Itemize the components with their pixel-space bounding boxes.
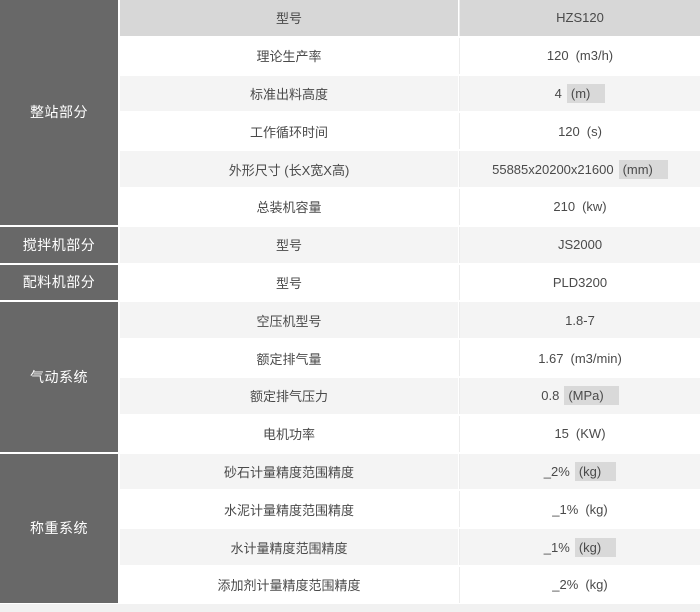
value-unit: (kg) <box>585 577 608 593</box>
category-sidebar: 整站部分 搅拌机部分 配料机部分 气动系统 称重系统 <box>0 0 118 603</box>
table-row: 型号 PLD3200 <box>120 264 700 301</box>
param-value: 0.8 (MPa) <box>459 377 700 414</box>
table-row: 标准出料高度 4 (m) <box>120 75 700 112</box>
value-number: JS2000 <box>557 237 603 253</box>
sidebar-section-label: 配料机部分 <box>22 274 96 291</box>
value-number: _2% <box>543 463 570 479</box>
value-unit: (kg) <box>574 537 617 557</box>
value-number: _1% <box>552 501 579 517</box>
table-row: 砂石计量精度范围精度 _2% (kg) <box>120 453 700 490</box>
value-number: 4 <box>554 85 562 101</box>
value-number: 55885x20200x21600 <box>492 161 614 177</box>
value-number: 1.67 <box>538 350 564 366</box>
value-number: 1.8-7 <box>565 312 595 328</box>
table-row: 工作循环时间 120 (s) <box>120 113 700 150</box>
sidebar-section-label: 气动系统 <box>30 368 88 385</box>
param-label: 空压机型号 <box>120 302 459 339</box>
table-row: 水泥计量精度范围精度 _1% (kg) <box>120 491 700 528</box>
table-row: 水计量精度范围精度 _1% (kg) <box>120 529 700 565</box>
value-unit: (m) <box>566 83 606 103</box>
param-value: 4 (m) <box>459 75 700 112</box>
param-label: 砂石计量精度范围精度 <box>120 453 459 490</box>
param-value: PLD3200 <box>459 264 700 301</box>
sidebar-section-4: 气动系统 <box>0 302 118 452</box>
table-row: 额定排气压力 0.8 (MPa) <box>120 377 700 414</box>
table-row: 添加剂计量精度范围精度 _2% (kg) <box>120 566 700 603</box>
param-label: 额定排气量 <box>120 340 459 376</box>
param-label: 型号 <box>120 264 459 301</box>
sidebar-section-label: 整站部分 <box>30 104 88 121</box>
param-label: 添加剂计量精度范围精度 <box>120 566 459 603</box>
param-value: 55885x20200x21600 (mm) <box>459 151 700 187</box>
param-value: HZS120 <box>459 0 700 36</box>
value-unit: (kw) <box>582 199 607 215</box>
table-row: 外形尺寸 (长X宽X高) 55885x20200x21600 (mm) <box>120 151 700 187</box>
param-value: 15 (KW) <box>459 415 700 452</box>
param-label: 水泥计量精度范围精度 <box>120 491 459 528</box>
param-label: 型号 <box>120 0 459 36</box>
param-label: 总装机容量 <box>120 188 459 225</box>
value-unit: (KW) <box>575 426 606 442</box>
param-value: JS2000 <box>459 226 700 263</box>
value-number: 15 <box>554 426 569 442</box>
value-number: HZS120 <box>556 10 604 26</box>
param-label: 理论生产率 <box>120 37 459 74</box>
value-unit: (kg) <box>574 461 617 481</box>
value-unit: (MPa) <box>564 386 619 406</box>
value-number: 0.8 <box>541 388 560 404</box>
value-unit: (s) <box>586 123 602 139</box>
sidebar-section-2: 搅拌机部分 <box>0 226 118 263</box>
param-value: _2% (kg) <box>459 566 700 603</box>
param-value: _1% (kg) <box>459 491 700 528</box>
param-value: 120 (s) <box>459 113 700 150</box>
table-row: 型号 HZS120 <box>120 0 700 36</box>
param-label: 外形尺寸 (长X宽X高) <box>120 151 459 187</box>
value-number: PLD3200 <box>552 274 608 290</box>
param-label: 标准出料高度 <box>120 75 459 112</box>
param-label: 水计量精度范围精度 <box>120 529 459 565</box>
table-row: 电机功率 15 (KW) <box>120 415 700 452</box>
value-unit: (kg) <box>585 501 608 517</box>
param-value: _2% (kg) <box>459 453 700 490</box>
table-row: 额定排气量 1.67 (m3/min) <box>120 340 700 376</box>
param-label: 额定排气压力 <box>120 377 459 414</box>
table-row: 空压机型号 1.8-7 <box>120 302 700 339</box>
value-number: _2% <box>552 577 579 593</box>
table-row: 型号 JS2000 <box>120 226 700 263</box>
param-label: 电机功率 <box>120 415 459 452</box>
sidebar-section-1: 整站部分 <box>0 0 118 225</box>
partial-next-row <box>0 604 700 612</box>
value-number: 120 <box>546 48 569 64</box>
sidebar-section-5: 称重系统 <box>0 453 118 603</box>
table-row: 理论生产率 120 (m3/h) <box>120 37 700 74</box>
table-row: 总装机容量 210 (kw) <box>120 188 700 225</box>
param-value: 1.67 (m3/min) <box>459 340 700 376</box>
param-label: 工作循环时间 <box>120 113 459 150</box>
param-value: 210 (kw) <box>459 188 700 225</box>
param-label: 型号 <box>120 226 459 263</box>
param-value: 1.8-7 <box>459 302 700 339</box>
sidebar-section-label: 搅拌机部分 <box>22 236 96 253</box>
spec-rows: 型号 HZS120 理论生产率 120 (m3/h) 标准出料高度 4 (m) … <box>120 0 700 603</box>
param-value: _1% (kg) <box>459 529 700 565</box>
value-number: _1% <box>543 539 570 555</box>
value-unit: (m3/h) <box>575 48 614 64</box>
sidebar-section-3: 配料机部分 <box>0 264 118 301</box>
value-unit: (mm) <box>618 159 668 179</box>
value-unit: (m3/min) <box>570 350 622 366</box>
value-number: 210 <box>553 199 576 215</box>
sidebar-section-label: 称重系统 <box>30 520 88 537</box>
value-number: 120 <box>558 123 580 139</box>
param-value: 120 (m3/h) <box>459 37 700 74</box>
